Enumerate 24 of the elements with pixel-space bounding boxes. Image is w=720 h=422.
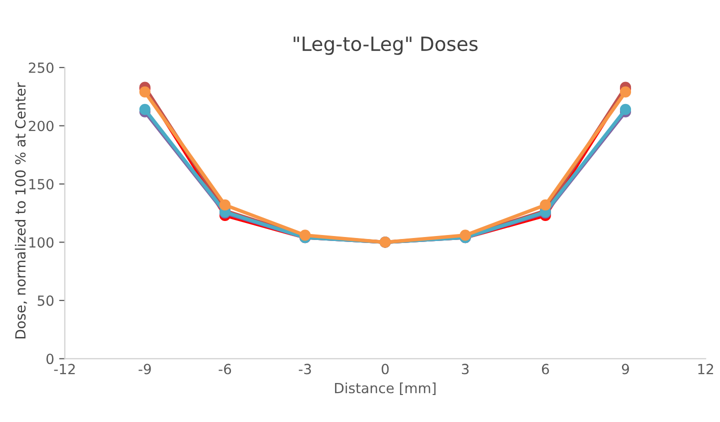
point [540, 199, 551, 211]
x-tick-label: -6 [218, 364, 232, 374]
x-tick-label: 6 [542, 364, 549, 374]
x-axis-title: Distance [mm] [335, 382, 436, 395]
x-tick-label: 9 [622, 364, 629, 374]
x-tick-label: 3 [462, 364, 469, 374]
point [139, 104, 150, 116]
point [139, 86, 150, 98]
y-axis-title: Dose, normalized to 100 % at Center [14, 82, 28, 338]
chart-title: "Leg-to-Leg" Doses [294, 36, 478, 55]
x-tick-label: -9 [138, 364, 151, 374]
point [620, 86, 632, 98]
y-tick-label: 100 [29, 237, 54, 248]
y-tick-label: 0 [46, 354, 54, 364]
x-tick-label: 0 [382, 364, 389, 374]
y-tick-label: 250 [28, 62, 54, 73]
x-tick-label: -12 [54, 364, 75, 374]
y-tick-label: 200 [28, 120, 54, 132]
x-tick-label: -3 [298, 364, 311, 374]
point [620, 104, 632, 116]
point [219, 199, 231, 211]
y-tick-label: 150 [29, 178, 54, 190]
y-tick-label: 50 [38, 295, 54, 306]
x-tick-label: 12 [698, 364, 714, 374]
